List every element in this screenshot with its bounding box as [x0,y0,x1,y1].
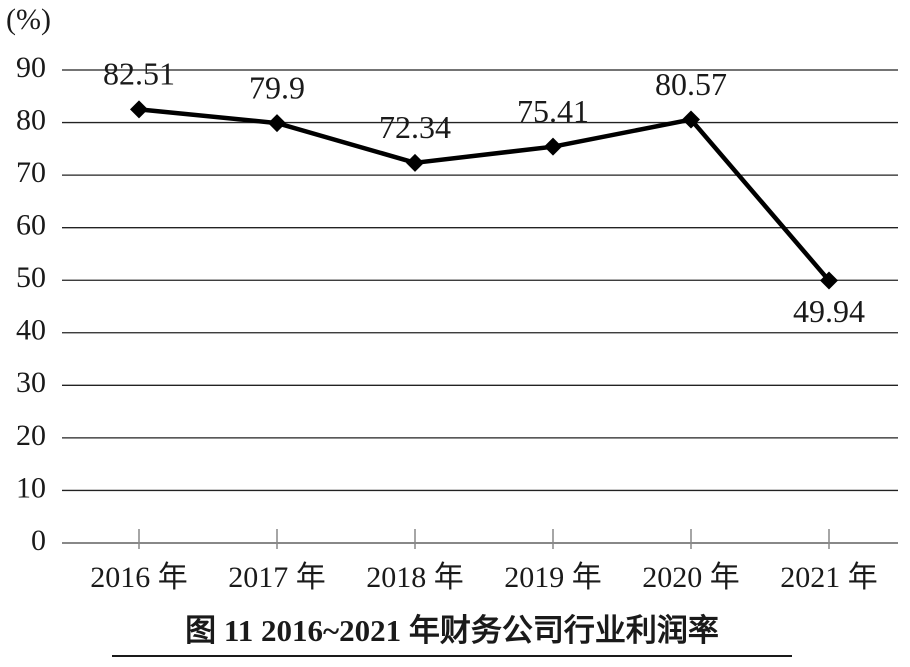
y-tick-label: 10 [16,471,46,504]
data-label: 82.51 [103,56,175,92]
y-tick-label: 90 [16,51,46,84]
x-tick-label: 2019 年 [504,561,602,594]
x-tick-label: 2018 年 [366,561,464,594]
data-point [406,153,424,172]
data-label: 72.34 [379,109,451,145]
y-tick-label: 50 [16,261,46,294]
data-label: 80.57 [655,66,727,102]
y-tick-label: 40 [16,314,46,347]
x-tick-label: 2020 年 [642,561,740,594]
x-tick-label: 2016 年 [90,561,188,594]
y-tick-label: 80 [16,103,46,136]
y-tick-label: 0 [31,524,46,557]
data-line [138,107,831,283]
chart-title: 图 11 2016~2021 年财务公司行业利润率 [185,613,719,648]
data-point [682,110,700,129]
x-tick-label: 2021 年 [780,561,878,594]
data-point [820,271,838,290]
y-tick-label: 30 [16,366,46,399]
y-tick-label: 20 [16,419,46,452]
data-point [544,137,562,156]
data-label: 75.41 [517,93,589,129]
data-point [268,114,286,133]
data-label: 79.9 [249,69,305,105]
x-tick-label: 2017 年 [228,561,326,594]
data-point [130,100,148,119]
y-tick-label: 60 [16,209,46,242]
y-tick-label: 70 [16,156,46,189]
y-axis-label: (%) [6,3,51,36]
data-label: 49.94 [793,293,865,329]
